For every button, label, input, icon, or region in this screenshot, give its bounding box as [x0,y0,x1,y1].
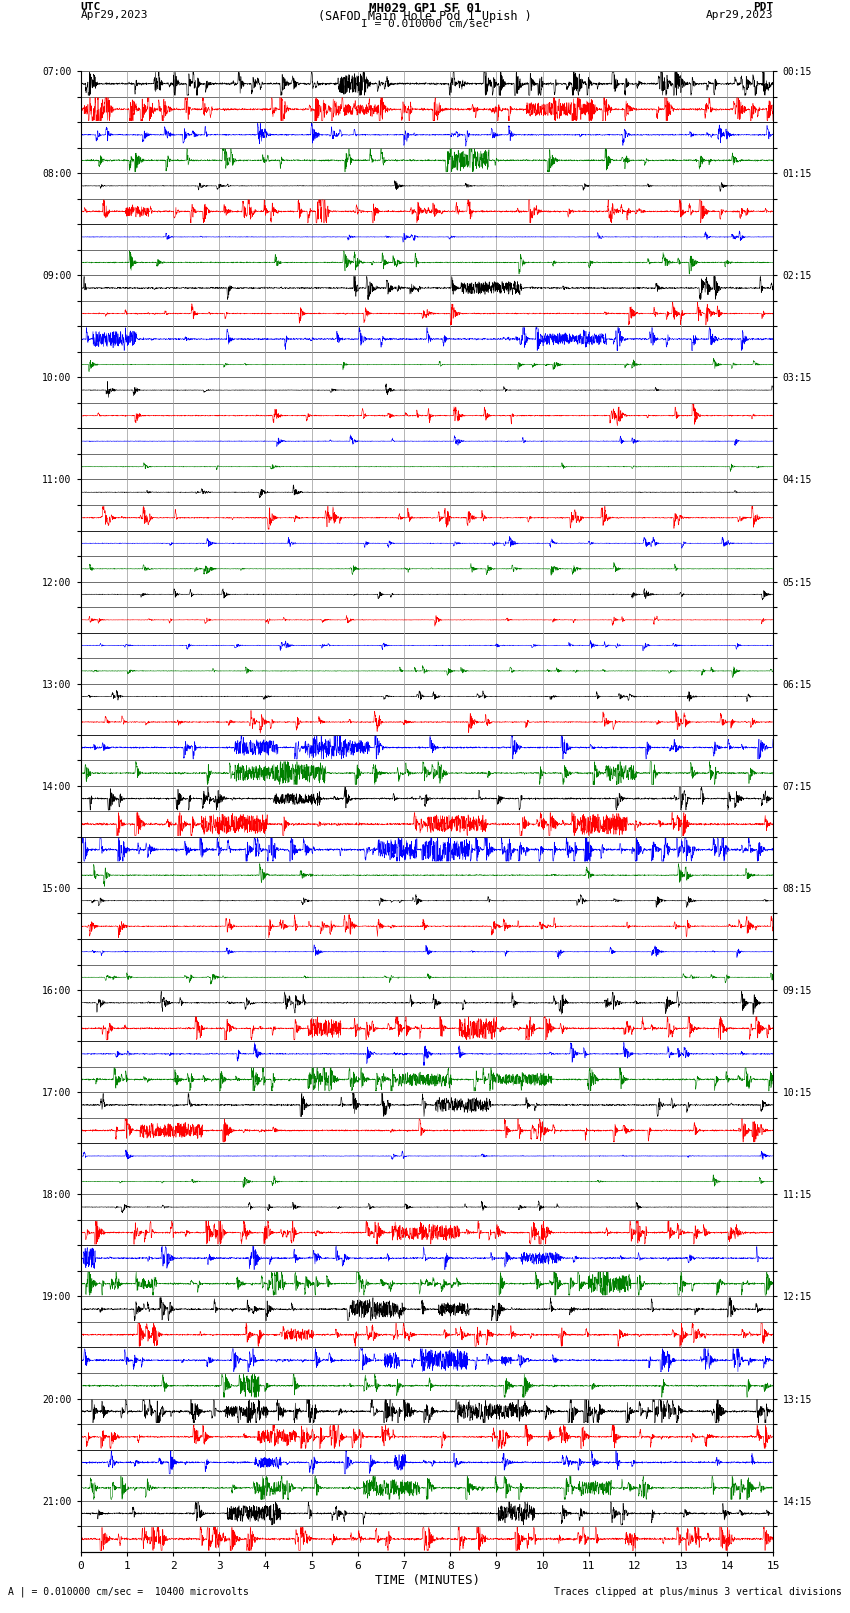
Text: Apr29,2023: Apr29,2023 [81,11,148,21]
Text: UTC: UTC [81,3,101,13]
Text: (SAFOD Main Hole Pod 1 Upish ): (SAFOD Main Hole Pod 1 Upish ) [318,11,532,24]
Text: PDT: PDT [753,3,774,13]
X-axis label: TIME (MINUTES): TIME (MINUTES) [375,1574,479,1587]
Text: Apr29,2023: Apr29,2023 [706,11,774,21]
Text: I = 0.010000 cm/sec: I = 0.010000 cm/sec [361,18,489,29]
Text: A | = 0.010000 cm/sec =  10400 microvolts: A | = 0.010000 cm/sec = 10400 microvolts [8,1586,249,1597]
Text: Traces clipped at plus/minus 3 vertical divisions: Traces clipped at plus/minus 3 vertical … [553,1587,842,1597]
Text: MH029 GP1 SF 01: MH029 GP1 SF 01 [369,3,481,16]
